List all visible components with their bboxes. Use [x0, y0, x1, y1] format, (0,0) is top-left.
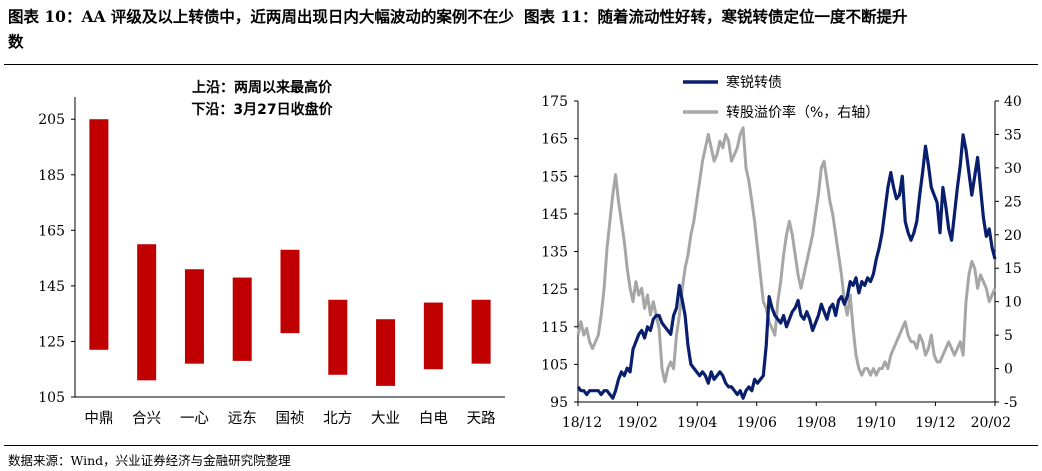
range-bar [376, 319, 396, 386]
range-bar [137, 244, 157, 381]
right-y-tick-label: 40 [1004, 94, 1022, 110]
series-line-premium [576, 126, 997, 384]
x-tick-label: 19/02 [617, 415, 657, 431]
right-y-tick-label: 10 [1004, 295, 1022, 311]
annotation-bottom: 下沿：3月27日收盘价 [191, 101, 333, 118]
x-tick-label: 国祯 [276, 410, 305, 427]
bar-range-chart: 105 125 145 165 185 205 中鼎 合兴 一心 远东 国祯 北方 大业 白电 天路 上沿：两… [38, 79, 505, 427]
range-bar [184, 269, 204, 364]
left-y-tick-label: 95 [550, 395, 568, 411]
right-y-tick-label: 0 [1004, 362, 1013, 378]
legend-label-premium: 转股溢价率（%，右轴） [726, 104, 879, 121]
range-bar [328, 299, 348, 375]
x-tick-label: 远东 [228, 410, 257, 427]
y-tick-label: 185 [38, 168, 65, 184]
range-bar [232, 277, 252, 361]
left-y-tick-label: 145 [541, 207, 568, 223]
x-tick-label: 19/08 [796, 415, 836, 431]
right-y-tick-label: 5 [1004, 328, 1013, 344]
legend-label-hanrui: 寒锐转债 [726, 74, 782, 91]
right-chart-title: 图表 11：随着流动性好转，寒锐转债定位一度不断提升 [524, 7, 908, 26]
y-tick-label: 145 [38, 279, 65, 295]
range-bar [280, 249, 300, 334]
bottom-divider [4, 445, 1038, 446]
right-y-tick-label: 25 [1004, 194, 1022, 210]
y-tick-label: 165 [38, 223, 65, 239]
annotation-top: 上沿：两周以来最高价 [192, 79, 333, 96]
right-y-tick-label: 35 [1004, 127, 1022, 143]
left-chart-title: 图表 10：AA 评级及以上转债中，近两周出现日内大幅波动的案例不在少数 [8, 7, 514, 51]
right-y-tick-label: 30 [1004, 161, 1022, 177]
left-y-tick-label: 165 [541, 132, 568, 148]
x-tick-label: 19/10 [856, 415, 896, 431]
left-y-tick-label: 105 [541, 357, 568, 373]
left-y-tick-label: 135 [541, 245, 568, 261]
x-tick-label: 一心 [180, 410, 209, 427]
range-bar [423, 302, 443, 370]
x-tick-label: 合兴 [132, 410, 161, 427]
right-y-tick-label: 20 [1004, 228, 1022, 244]
y-tick-label: 125 [38, 334, 65, 350]
right-y-tick-label: 15 [1004, 261, 1022, 277]
x-tick-label: 北方 [323, 410, 352, 427]
x-tick-label: 大业 [371, 410, 400, 427]
x-tick-label: 19/12 [915, 415, 955, 431]
x-tick-label: 18/12 [562, 415, 602, 431]
left-y-tick-label: 115 [541, 320, 568, 336]
x-tick-label: 19/06 [737, 415, 777, 431]
top-divider [4, 64, 1038, 65]
x-tick-label: 19/04 [677, 415, 717, 431]
left-y-tick-label: 125 [541, 282, 568, 298]
y-tick-label: 105 [38, 390, 65, 406]
x-tick-label: 20/02 [971, 415, 1011, 431]
data-source-note: 数据来源：Wind，兴业证券经济与金融研究院整理 [8, 453, 291, 468]
right-y-tick-label: -5 [1004, 395, 1018, 411]
dual-axis-line-chart: 95 105 115 125 135 145 155 165 175 -5 0 5 10 15 20 25 30… [541, 74, 1022, 431]
x-tick-label: 天路 [467, 410, 496, 427]
range-bar [89, 119, 109, 350]
y-tick-label: 205 [38, 112, 65, 128]
left-y-tick-label: 155 [541, 169, 568, 185]
series-line-hanrui [576, 133, 997, 400]
x-tick-label: 中鼎 [84, 410, 113, 427]
left-y-tick-label: 175 [541, 94, 568, 110]
x-tick-label: 白电 [419, 410, 448, 427]
range-bar [471, 299, 491, 364]
